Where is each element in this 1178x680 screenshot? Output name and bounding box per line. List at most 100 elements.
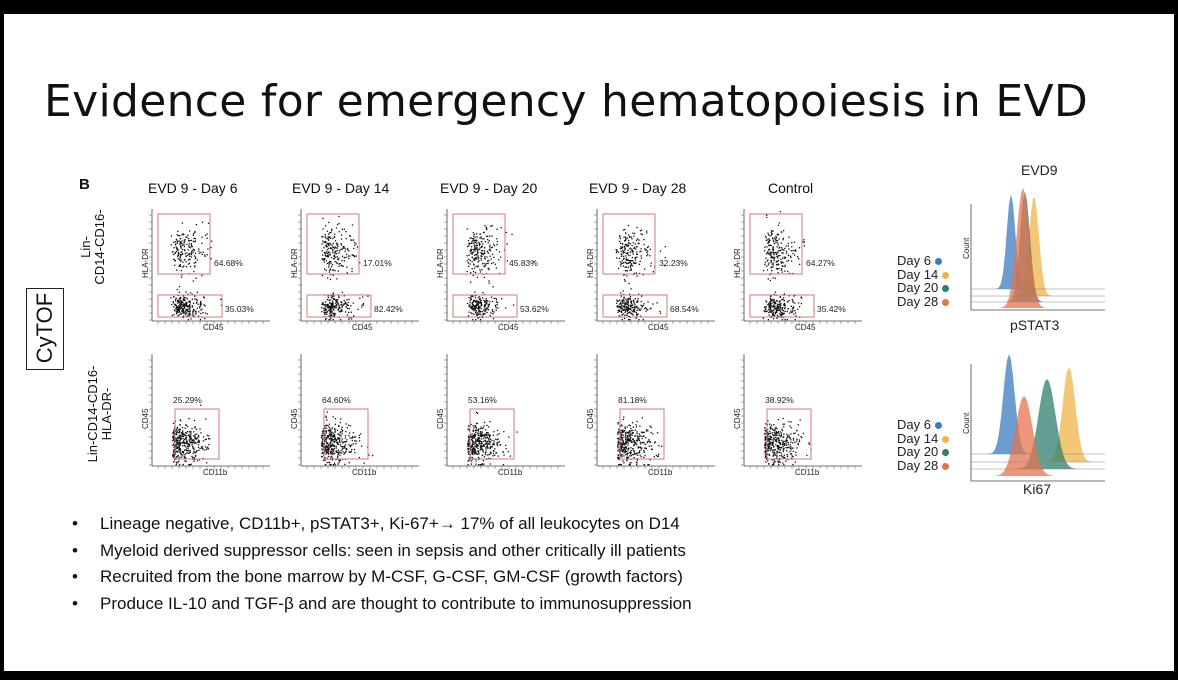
flow-plot: 38.92% CD11b CD45 bbox=[734, 354, 862, 476]
flow-plot: 64.68% 35.03% CD45 HLA-DR bbox=[142, 209, 270, 331]
column-title: EVD 9 - Day 28 bbox=[589, 180, 687, 196]
gate-upper-percent: 64.68% bbox=[214, 258, 243, 268]
gate-upper-percent: 64.27% bbox=[806, 258, 835, 268]
x-axis-label: CD45 bbox=[352, 323, 373, 331]
row1-label-line1: Lin- bbox=[78, 236, 93, 258]
bullet-item: Myeloid derived suppressor cells: seen i… bbox=[72, 538, 692, 565]
legend-swatch bbox=[934, 258, 942, 266]
y-axis-label: CD45 bbox=[734, 408, 742, 429]
bullet-item: Recruited from the bone marrow by M-CSF,… bbox=[72, 564, 692, 591]
legend-item: Day 20 bbox=[897, 444, 950, 459]
flow-plot: 64.27% 35.42% CD45 HLA-DR bbox=[734, 209, 862, 331]
ridge-3 bbox=[971, 396, 1105, 476]
flow-plot: 45.83% 53.62% CD45 HLA-DR bbox=[437, 209, 565, 331]
legend-label: Day 14 bbox=[897, 430, 939, 446]
legend-label: Day 14 bbox=[897, 266, 939, 282]
event-dots bbox=[321, 215, 369, 321]
column-title: Control bbox=[768, 180, 814, 196]
legend-swatch bbox=[942, 285, 950, 293]
legend-label: Day 28 bbox=[897, 457, 939, 473]
gate-lower-percent: 35.42% bbox=[817, 304, 846, 314]
column-title: EVD 9 - Day 14 bbox=[292, 180, 390, 196]
cytof-box: CyTOF bbox=[26, 288, 64, 370]
event-dots bbox=[617, 416, 663, 466]
x-axis-label: CD45 bbox=[203, 323, 224, 331]
gate bbox=[323, 408, 369, 460]
gate-upper-percent: 45.83% bbox=[509, 258, 538, 268]
x-axis-label: CD11b bbox=[203, 468, 228, 476]
event-dots bbox=[321, 411, 374, 466]
slide-title: Evidence for emergency hematopoiesis in … bbox=[44, 76, 1089, 127]
legend-swatch bbox=[942, 435, 950, 443]
x-axis-label: CD45 bbox=[648, 323, 669, 331]
column-title: EVD 9 - Day 6 bbox=[148, 180, 238, 196]
gate-upper bbox=[452, 213, 506, 275]
legend-item: Day 6 bbox=[897, 418, 942, 431]
row1-label: Lin- CD14-CD16- bbox=[78, 197, 109, 297]
gate bbox=[469, 408, 515, 460]
x-axis-label: CD11b bbox=[352, 468, 377, 476]
histogram-bottom-ylabel: Count bbox=[962, 412, 971, 434]
legend-label: Day 28 bbox=[897, 293, 939, 309]
gate-upper bbox=[306, 213, 360, 275]
flow-plot: 32.23% 68.54% CD45 HLA-DR bbox=[587, 209, 715, 331]
y-axis-label: CD45 bbox=[291, 408, 299, 429]
cytof-label: CyTOF bbox=[32, 292, 57, 364]
legend-label: Day 6 bbox=[897, 253, 931, 268]
event-dots bbox=[615, 224, 666, 321]
event-dots bbox=[467, 411, 518, 466]
bullet-list: Lineage negative, CD11b+, pSTAT3+, Ki-67… bbox=[72, 511, 692, 617]
x-axis-label: CD45 bbox=[795, 323, 816, 331]
y-axis-label: HLA-DR bbox=[734, 248, 742, 278]
flow-plot: 25.29% CD11b CD45 bbox=[142, 354, 270, 476]
gate bbox=[766, 408, 812, 460]
legend-item: Day 28 bbox=[897, 293, 950, 309]
legend-label: Day 20 bbox=[897, 280, 939, 295]
row2-label-line1: Lin-CD14-CD16- bbox=[85, 365, 100, 463]
gate-lower bbox=[157, 294, 223, 318]
legend-swatch bbox=[942, 449, 950, 457]
slide: Evidence for emergency hematopoiesis in … bbox=[4, 14, 1174, 671]
legend-label: Day 6 bbox=[897, 417, 931, 432]
gate-percent: 64.60% bbox=[322, 395, 351, 405]
histogram-top: Count bbox=[962, 188, 1105, 311]
gate-upper-percent: 17.01% bbox=[363, 258, 392, 268]
ridge-1 bbox=[971, 367, 1105, 462]
column-title: EVD 9 - Day 20 bbox=[440, 180, 538, 196]
legend-swatch bbox=[942, 271, 950, 279]
legend-swatch bbox=[942, 462, 950, 470]
gate-lower bbox=[602, 294, 668, 318]
legend-item: Day 20 bbox=[897, 280, 950, 295]
legend-label: Day 20 bbox=[897, 444, 939, 459]
row1-label-line2: CD14-CD16- bbox=[92, 209, 107, 285]
row2-label: Lin-CD14-CD16- HLA-DR- bbox=[85, 354, 116, 474]
event-dots bbox=[172, 404, 211, 466]
event-dots bbox=[764, 417, 812, 466]
flow-plot: 17.01% 82.42% CD45 HLA-DR bbox=[291, 209, 419, 331]
gate-lower bbox=[749, 294, 815, 318]
ridge-0 bbox=[971, 194, 1105, 289]
legend-item: Day 28 bbox=[897, 457, 950, 473]
gate-upper-percent: 32.23% bbox=[659, 258, 688, 268]
gate-percent: 38.92% bbox=[765, 395, 794, 405]
flow-plot: 81.18% CD11b CD45 bbox=[587, 354, 715, 476]
y-axis-label: HLA-DR bbox=[587, 248, 595, 278]
bullet-item: Produce IL-10 and TGF-β and are thought … bbox=[72, 591, 692, 618]
ridge-0 bbox=[971, 354, 1105, 454]
event-dots bbox=[762, 211, 815, 321]
flow-plot: 53.16% CD11b CD45 bbox=[437, 354, 565, 476]
x-axis-label: CD45 bbox=[498, 323, 519, 331]
histogram-top-xlabel: pSTAT3 bbox=[1010, 317, 1060, 333]
legend-item: Day 6 bbox=[897, 254, 942, 267]
histogram-bottom-xlabel: Ki67 bbox=[1023, 481, 1052, 497]
y-axis-label: HLA-DR bbox=[437, 248, 445, 278]
legend-swatch bbox=[934, 422, 942, 430]
gate-lower-percent: 35.03% bbox=[225, 304, 254, 314]
gate bbox=[619, 408, 665, 460]
y-axis-label: CD45 bbox=[587, 408, 595, 429]
bullet-item: Lineage negative, CD11b+, pSTAT3+, Ki-67… bbox=[72, 511, 692, 538]
y-axis-label: CD45 bbox=[142, 408, 150, 429]
y-axis-label: CD45 bbox=[437, 408, 445, 429]
panel-letter: B bbox=[79, 176, 90, 193]
x-axis-label: CD11b bbox=[795, 468, 820, 476]
